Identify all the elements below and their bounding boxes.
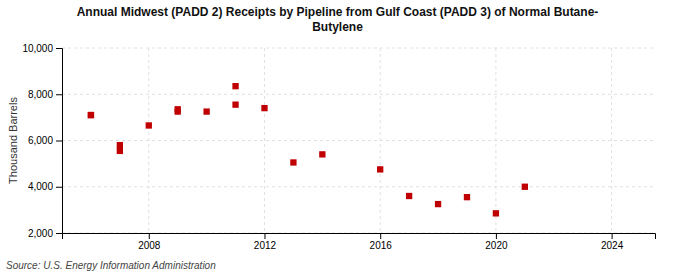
x-tick-label: 2020 xyxy=(485,240,508,251)
plot: 2008 2012 2016 2020 2024 2,000 4,000 6,000 8,000… xyxy=(22,43,655,251)
grid-line-y xyxy=(62,94,655,95)
x-tick-label: 2016 xyxy=(370,240,393,251)
x-tick: 2016 xyxy=(370,233,393,251)
x-axis: 2008 2012 2016 2020 2024 xyxy=(63,233,656,251)
point xyxy=(146,122,152,128)
grid xyxy=(62,48,655,233)
x-tick-mark xyxy=(380,233,381,239)
y-tick: 10,000 xyxy=(22,43,62,54)
y-tick: 4,000 xyxy=(28,181,62,192)
point xyxy=(232,83,238,89)
y-tick-label: 4,000 xyxy=(28,181,53,192)
x-tick-label: 2012 xyxy=(254,240,277,251)
title: Annual Midwest (PADD 2) Receipts by Pipe… xyxy=(77,5,599,34)
point xyxy=(493,210,499,216)
y-tick-mark xyxy=(56,187,62,188)
y-tick-label: 6,000 xyxy=(28,135,53,146)
y-tick-mark xyxy=(56,141,62,142)
point xyxy=(406,193,412,199)
x-tick-mark xyxy=(496,233,497,239)
x-tick: 2024 xyxy=(601,233,624,251)
grid-line-x xyxy=(264,48,265,233)
y-tick: 2,000 xyxy=(28,228,62,239)
point xyxy=(261,105,267,111)
y-tick: 8,000 xyxy=(28,89,62,100)
x-tick-mark xyxy=(612,233,613,239)
point xyxy=(232,101,238,107)
y-tick: 6,000 xyxy=(28,135,62,146)
point xyxy=(377,166,383,172)
x-tick: 2012 xyxy=(254,233,277,251)
x-tick-label: 2024 xyxy=(601,240,624,251)
points xyxy=(88,83,528,217)
point xyxy=(88,112,94,118)
y-tick-mark xyxy=(56,233,62,234)
y-tick-mark xyxy=(56,48,62,49)
y-tick-mark xyxy=(56,94,62,95)
point xyxy=(203,108,209,114)
x-tick: 2008 xyxy=(138,233,161,251)
y-axis: 2,000 4,000 6,000 8,000 10,000 xyxy=(22,43,62,239)
point xyxy=(117,142,123,148)
source: Source: U.S. Energy Information Administ… xyxy=(6,260,216,271)
grid-line-y xyxy=(62,140,655,141)
y-tick-label: 8,000 xyxy=(28,89,53,100)
grid-line-y xyxy=(62,48,655,49)
point xyxy=(290,159,296,165)
point xyxy=(319,151,325,157)
x-axis-line xyxy=(63,234,656,240)
y-tick-label: 2,000 xyxy=(28,228,53,239)
point xyxy=(464,194,470,200)
y-tick-label: 10,000 xyxy=(22,43,53,54)
y-axis-line xyxy=(56,49,63,234)
x-tick: 2020 xyxy=(485,233,508,251)
x-tick-mark xyxy=(264,233,265,239)
point xyxy=(88,112,94,118)
y-axis-title: Thousand Barrels xyxy=(7,97,19,184)
grid-line-x xyxy=(611,48,612,233)
point xyxy=(175,108,181,114)
point xyxy=(522,184,528,190)
point xyxy=(435,201,441,207)
grid-line-y xyxy=(62,186,655,187)
chart: 2008 2012 2016 2020 2024 2,000 4,000 6,000 8,000… xyxy=(0,0,675,275)
x-tick-mark xyxy=(149,233,150,239)
point xyxy=(117,148,123,154)
x-tick-label: 2008 xyxy=(138,240,161,251)
